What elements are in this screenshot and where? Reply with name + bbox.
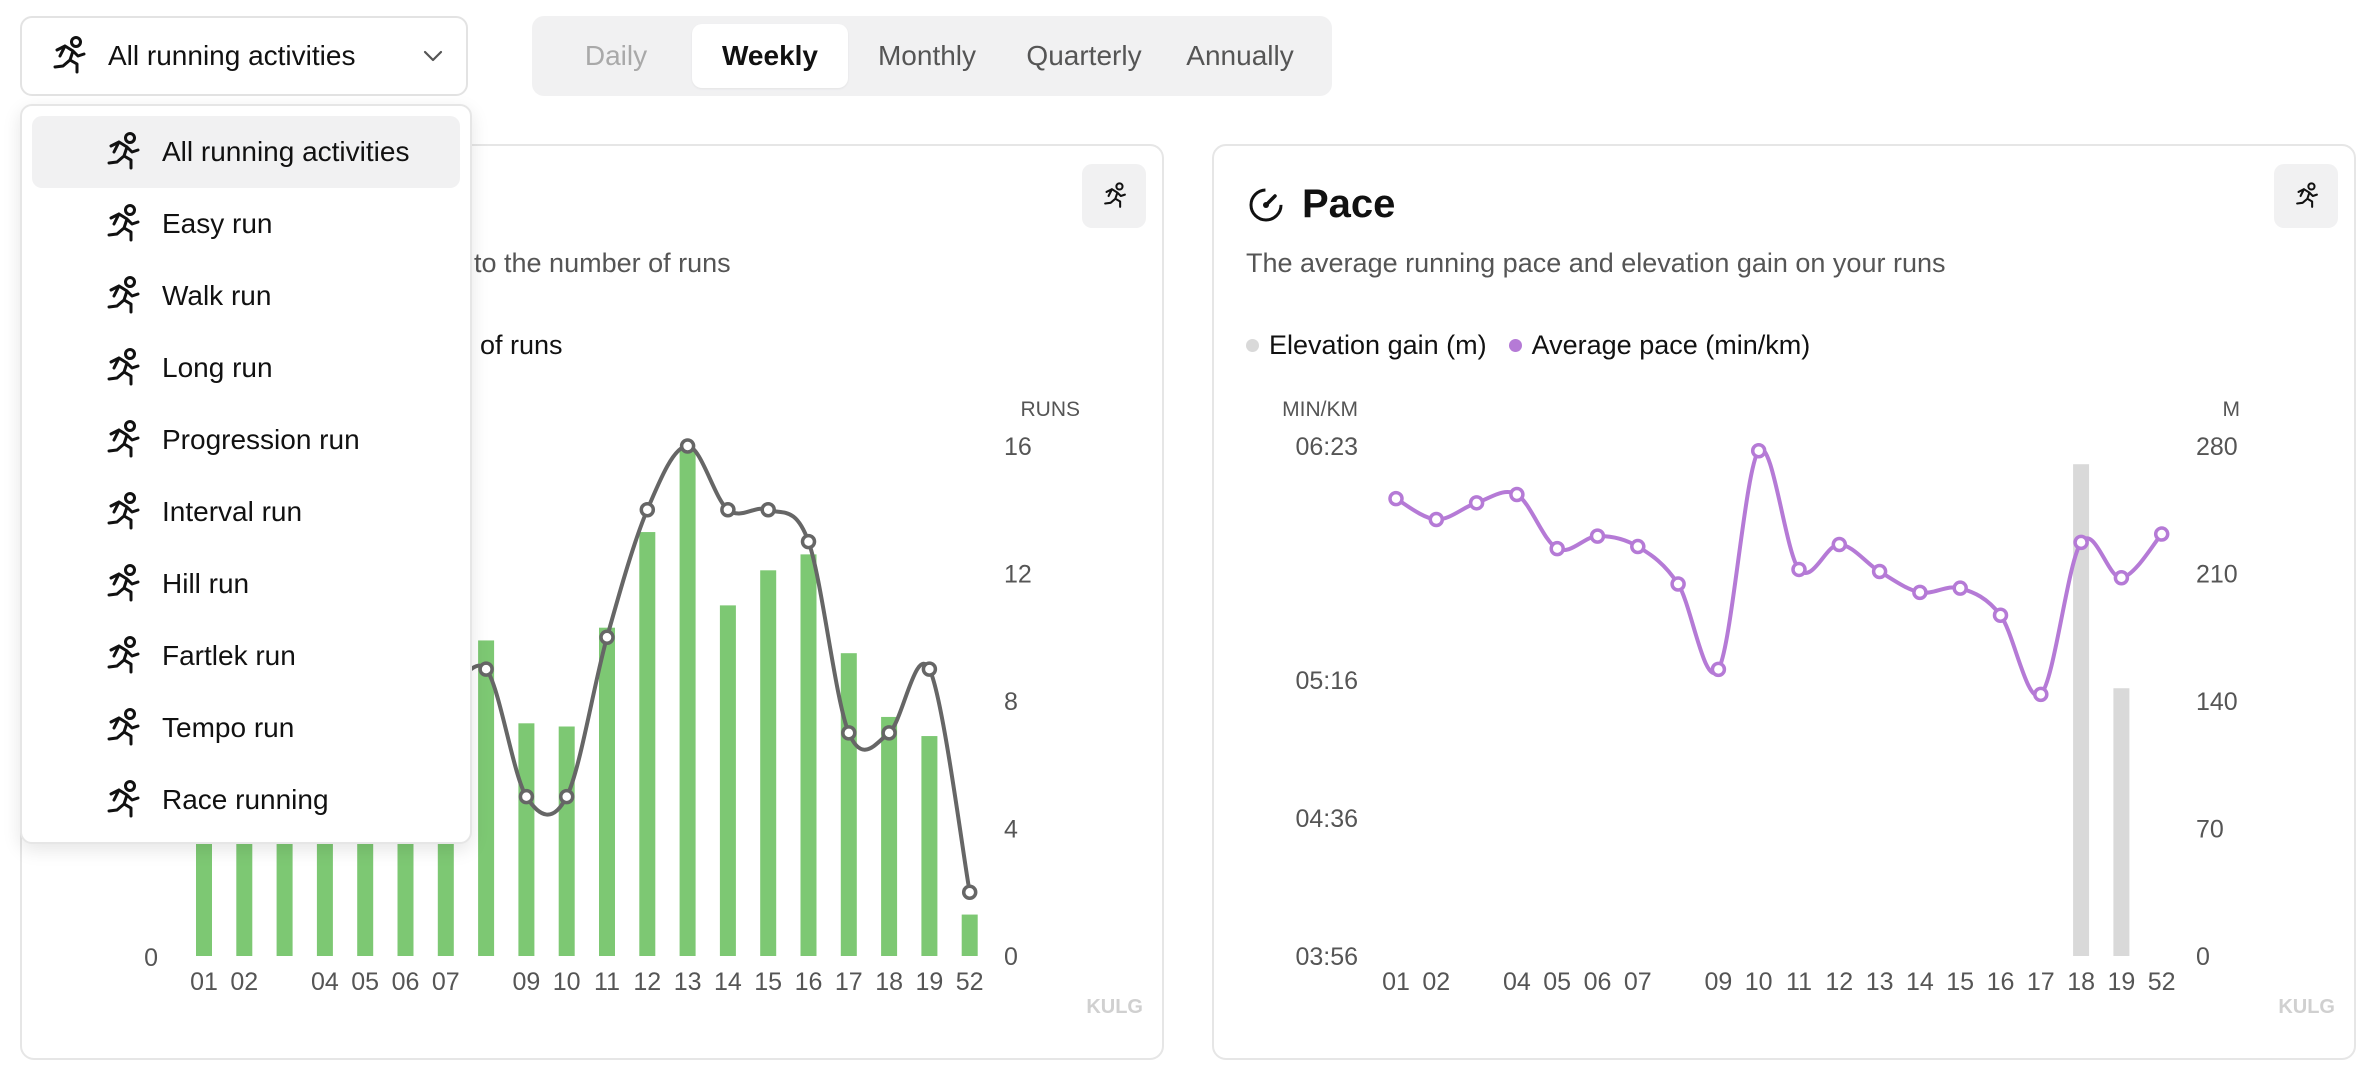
runner-icon bbox=[107, 780, 140, 818]
pace-card-title: Pace bbox=[1302, 182, 1396, 226]
dropdown-option[interactable]: Interval run bbox=[32, 476, 460, 548]
runs-card-description: to the number of runs bbox=[474, 248, 731, 278]
dropdown-option[interactable]: Hill run bbox=[32, 548, 460, 620]
dropdown-option-label: All running activities bbox=[162, 136, 410, 167]
activity-dropdown-menu: All running activities Easy run Walk run Lo… bbox=[20, 104, 472, 844]
runner-icon bbox=[107, 492, 140, 530]
tab-weekly[interactable]: Weekly bbox=[692, 24, 848, 88]
tab-monthly[interactable]: Monthly bbox=[877, 40, 977, 71]
runner-icon bbox=[2296, 182, 2318, 208]
chevron-down-icon bbox=[423, 50, 443, 62]
runner-icon bbox=[107, 420, 140, 458]
legend-pace[interactable]: Average pace (min/km) bbox=[1508, 330, 1811, 361]
dropdown-option-label: Interval run bbox=[162, 496, 303, 527]
dropdown-option[interactable]: Race running bbox=[32, 764, 460, 836]
dropdown-option-label: Long run bbox=[162, 352, 273, 383]
tab-annually[interactable]: Annually bbox=[1186, 40, 1294, 71]
pace-card-activity-button[interactable] bbox=[2274, 164, 2338, 228]
dropdown-option[interactable]: All running activities bbox=[32, 116, 460, 188]
dropdown-option-label: Progression run bbox=[162, 424, 360, 455]
activity-filter-label: All running activities bbox=[108, 40, 356, 71]
dropdown-option[interactable]: Walk run bbox=[32, 260, 460, 332]
runner-icon bbox=[107, 636, 140, 674]
pace-card-header: Pace bbox=[1246, 182, 1395, 227]
runs-legend-label: of runs bbox=[480, 330, 563, 360]
dropdown-option-label: Hill run bbox=[162, 568, 250, 599]
legend-elevation[interactable]: Elevation gain (m) bbox=[1246, 330, 1487, 361]
pace-card: Pace The average running pace and elevat… bbox=[1212, 144, 2356, 1060]
runner-icon bbox=[107, 348, 140, 386]
pace-card-description: The average running pace and elevation g… bbox=[1246, 248, 1946, 278]
runner-icon bbox=[107, 132, 140, 170]
runner-icon bbox=[1104, 182, 1126, 208]
runs-card-activity-button[interactable] bbox=[1082, 164, 1146, 228]
dropdown-option-label: Easy run bbox=[162, 208, 273, 239]
speedometer-icon bbox=[1249, 188, 1283, 221]
runner-icon bbox=[107, 564, 140, 602]
pace-legend: Elevation gain (m) Average pace (min/km) bbox=[1246, 330, 1832, 361]
runner-icon bbox=[107, 276, 140, 314]
dropdown-option[interactable]: Fartlek run bbox=[32, 620, 460, 692]
period-tabs: Daily Weekly Monthly Quarterly Annually bbox=[532, 16, 1332, 96]
dropdown-option-label: Tempo run bbox=[162, 712, 295, 743]
legend-pace-label: Average pace (min/km) bbox=[1531, 330, 1811, 360]
activity-filter-select[interactable]: All running activities bbox=[20, 16, 468, 96]
tab-quarterly[interactable]: Quarterly bbox=[1026, 40, 1142, 71]
legend-elevation-label: Elevation gain (m) bbox=[1269, 330, 1487, 360]
dropdown-option-label: Fartlek run bbox=[162, 640, 296, 671]
dropdown-option[interactable]: Tempo run bbox=[32, 692, 460, 764]
runner-icon bbox=[107, 708, 140, 746]
dropdown-option[interactable]: Long run bbox=[32, 332, 460, 404]
runner-icon bbox=[107, 204, 140, 242]
runner-icon bbox=[53, 36, 86, 74]
dropdown-option-label: Race running bbox=[162, 784, 329, 815]
dropdown-option-label: Walk run bbox=[162, 280, 272, 311]
tab-daily[interactable]: Daily bbox=[584, 40, 648, 71]
dropdown-option[interactable]: Progression run bbox=[32, 404, 460, 476]
legend-pace-swatch bbox=[1508, 339, 1522, 352]
dropdown-option[interactable]: Easy run bbox=[32, 188, 460, 260]
legend-elevation-swatch bbox=[1246, 339, 1259, 352]
